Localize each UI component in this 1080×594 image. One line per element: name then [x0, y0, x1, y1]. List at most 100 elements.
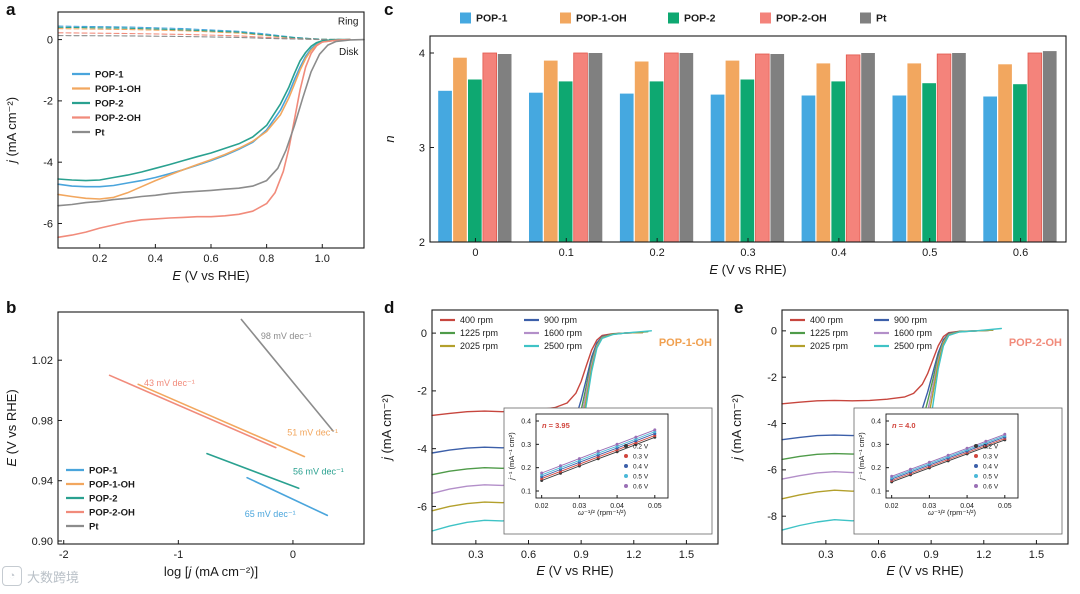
- svg-text:Pt: Pt: [89, 521, 99, 532]
- svg-text:-6: -6: [417, 501, 427, 513]
- svg-text:POP-2: POP-2: [684, 13, 716, 25]
- svg-text:POP-1: POP-1: [95, 69, 124, 80]
- svg-text:0.4: 0.4: [871, 418, 881, 425]
- bar-Pt-0: [497, 54, 512, 242]
- bar-POP-2-0.1: [558, 81, 573, 243]
- bar-POP-1-0.3: [710, 94, 725, 242]
- svg-text:0.9: 0.9: [573, 549, 588, 561]
- svg-text:900 rpm: 900 rpm: [544, 315, 577, 325]
- svg-text:Disk: Disk: [339, 47, 359, 58]
- svg-text:0.4 V: 0.4 V: [633, 463, 649, 470]
- series-rpm-400: [431, 331, 644, 417]
- bar-POP-1-0.6: [983, 96, 997, 242]
- svg-text:0: 0: [47, 34, 53, 46]
- axes-frame: [781, 309, 1069, 545]
- inset-box: [503, 407, 713, 535]
- svg-text:1.5: 1.5: [1029, 549, 1044, 561]
- svg-text:POP-2-OH: POP-2-OH: [89, 507, 135, 518]
- svg-text:0.2: 0.2: [871, 465, 881, 472]
- bar-Pt-0.1: [588, 53, 603, 242]
- svg-text:1.0: 1.0: [315, 253, 330, 265]
- panel-letter-b: b: [6, 298, 17, 317]
- bar-POP-2-0: [468, 79, 482, 242]
- svg-text:0.03: 0.03: [573, 503, 587, 510]
- svg-text:-1: -1: [173, 549, 183, 561]
- svg-text:0.6: 0.6: [1013, 247, 1028, 259]
- bar-POP-1-OH-0.4: [816, 63, 831, 243]
- bar-POP-2-OH-0: [482, 52, 498, 243]
- bar-POP-2-OH-0.4: [845, 54, 861, 243]
- svg-text:98 mV dec⁻¹: 98 mV dec⁻¹: [261, 331, 312, 341]
- svg-text:0.9: 0.9: [923, 549, 938, 561]
- svg-text:j (mA cm⁻²): j (mA cm⁻²): [729, 394, 744, 462]
- bar-POP-2-0.5: [922, 83, 936, 242]
- bar-POP-1-OH-0.1: [543, 60, 558, 242]
- series-POP-2-OH-tafel: [108, 374, 277, 449]
- chart-b-svg: -2 -1 0 0.90 0.94 0.98 1.02 log [j (mA cm⁻²)] E …: [4, 311, 365, 579]
- svg-text:-2: -2: [59, 549, 69, 561]
- bar-Pt-0.6: [1042, 51, 1057, 242]
- svg-text:1600 rpm: 1600 rpm: [544, 328, 582, 338]
- svg-text:0.6: 0.6: [203, 253, 218, 265]
- svg-text:0: 0: [421, 328, 427, 340]
- svg-text:1225 rpm: 1225 rpm: [460, 328, 498, 338]
- svg-text:j (mA cm⁻²): j (mA cm⁻²): [379, 394, 394, 462]
- svg-text:4: 4: [419, 48, 425, 60]
- svg-text:-6: -6: [43, 218, 53, 230]
- bar-POP-2-OH-0.6: [1027, 52, 1043, 243]
- svg-text:ω⁻¹/² (rpm⁻¹/²): ω⁻¹/² (rpm⁻¹/²): [578, 508, 626, 517]
- svg-text:POP-2-OH: POP-2-OH: [1009, 337, 1062, 349]
- panel-d-rde-pop1oh-chart: 0.3 0.6 0.9 1.2 1.5 0 -2 -4 -6 E (V vs RHE) j (mA …: [378, 300, 730, 592]
- svg-text:0.04: 0.04: [610, 503, 624, 510]
- bar-Pt-0.5: [952, 53, 966, 242]
- panel-b-tafel-chart: -2 -1 0 0.90 0.94 0.98 1.02 log [j (mA cm⁻²)] E …: [2, 300, 374, 592]
- svg-text:E (V vs RHE): E (V vs RHE): [886, 563, 963, 578]
- svg-text:0.03: 0.03: [923, 503, 937, 510]
- svg-text:0.3: 0.3: [468, 549, 483, 561]
- svg-text:43 mV dec⁻¹: 43 mV dec⁻¹: [144, 378, 195, 388]
- bar-POP-1-OH-0: [453, 57, 467, 243]
- series-POP-1-OH-disk: [57, 38, 351, 200]
- svg-text:E (V vs RHE): E (V vs RHE): [536, 563, 613, 578]
- bar-POP-1-OH-0.5: [907, 63, 922, 243]
- svg-text:1.2: 1.2: [626, 549, 641, 561]
- bar-Pt-0.4: [861, 53, 875, 242]
- svg-text:2500 rpm: 2500 rpm: [544, 341, 582, 351]
- svg-text:E (V vs RHE): E (V vs RHE): [4, 389, 19, 466]
- svg-text:0.98: 0.98: [32, 415, 53, 427]
- svg-text:POP-1-OH: POP-1-OH: [95, 84, 141, 95]
- svg-text:E (V vs RHE): E (V vs RHE): [709, 262, 786, 277]
- svg-text:0.94: 0.94: [32, 476, 53, 488]
- svg-text:-4: -4: [43, 157, 53, 169]
- svg-text:0.6: 0.6: [871, 549, 886, 561]
- bar-POP-1-0.4: [801, 95, 816, 242]
- svg-text:0.5: 0.5: [922, 247, 937, 259]
- svg-text:j⁻¹ (mA⁻¹ cm²): j⁻¹ (mA⁻¹ cm²): [507, 432, 516, 481]
- axes-frame: [57, 311, 365, 545]
- svg-text:0.3 V: 0.3 V: [983, 453, 999, 460]
- svg-text:1600 rpm: 1600 rpm: [894, 328, 932, 338]
- svg-text:0: 0: [771, 326, 777, 338]
- panel-e-rde-pop2oh-chart: 0.3 0.6 0.9 1.2 1.5 0 -2 -4 -6 -8 E (V vs RHE) j (m…: [728, 300, 1080, 592]
- svg-text:0.4: 0.4: [148, 253, 163, 265]
- svg-text:0.8: 0.8: [259, 253, 274, 265]
- svg-text:0.1: 0.1: [871, 488, 881, 495]
- svg-text:0: 0: [290, 549, 296, 561]
- panel-c-electron-transfer-number-bar-chart: 0 0.1 0.2 0.3 0.4 0.5 0.6 2 3 4 E (V vs RHE) n POP-1…: [378, 2, 1080, 290]
- svg-text:0.3: 0.3: [871, 442, 881, 449]
- bar-POP-2-OH-0.3: [755, 53, 770, 243]
- svg-text:n: n: [382, 135, 397, 142]
- svg-text:51 mV dec⁻¹: 51 mV dec⁻¹: [287, 428, 338, 438]
- svg-text:-4: -4: [417, 444, 427, 456]
- series-Pt-ring: [57, 35, 351, 41]
- svg-text:POP-1: POP-1: [476, 13, 508, 25]
- svg-text:0.1: 0.1: [521, 488, 531, 495]
- series-POP-2-tafel: [206, 452, 300, 490]
- svg-text:ω⁻¹/² (rpm⁻¹/²): ω⁻¹/² (rpm⁻¹/²): [928, 508, 976, 517]
- svg-text:0.2 V: 0.2 V: [633, 443, 649, 450]
- svg-text:1.02: 1.02: [32, 355, 53, 367]
- svg-text:j (mA cm⁻²): j (mA cm⁻²): [4, 97, 19, 165]
- svg-text:POP-1-OH: POP-1-OH: [576, 13, 627, 25]
- svg-text:0.04: 0.04: [960, 503, 974, 510]
